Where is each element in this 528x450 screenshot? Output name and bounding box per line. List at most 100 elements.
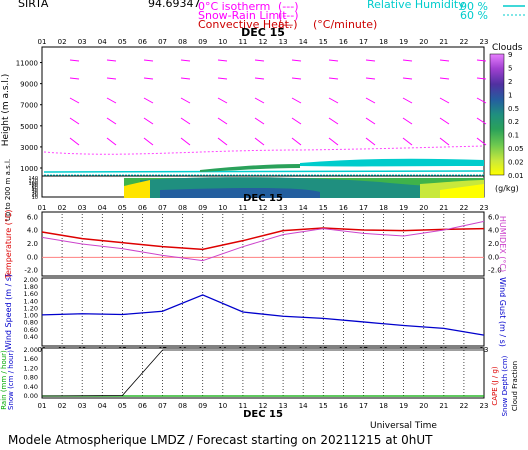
cloud-fraction-axis-label: Cloud Fraction bbox=[511, 361, 519, 411]
lower-height-tick-label: 20 bbox=[32, 193, 38, 199]
wind-tick-label: 2.00 bbox=[24, 276, 38, 284]
wind-vectors bbox=[69, 59, 487, 146]
wind-vector bbox=[291, 77, 302, 80]
colorbar-tick-label: 0.02 bbox=[508, 159, 524, 167]
hour-tick-label: 05 bbox=[118, 402, 127, 410]
wind-vector bbox=[217, 77, 228, 80]
wind-vector bbox=[143, 59, 154, 62]
hour-tick-label: 19 bbox=[399, 38, 408, 46]
hour-tick-label: 13 bbox=[279, 38, 288, 46]
humidex-tick-label: 2.0 bbox=[488, 240, 499, 248]
wind-vector bbox=[402, 97, 413, 104]
hour-tick-label: 11 bbox=[238, 204, 247, 212]
lower-height-tick-label: 60 bbox=[32, 186, 38, 192]
hour-tick-label: 16 bbox=[339, 38, 348, 46]
wind-vector bbox=[217, 117, 228, 125]
wind-vector bbox=[69, 137, 80, 146]
wind-vector bbox=[476, 77, 487, 80]
wind-vector bbox=[217, 137, 228, 146]
temperature-tick-label: 6.0 bbox=[27, 213, 38, 221]
wind-vector bbox=[439, 77, 450, 80]
lower-height-tick-label: 100 bbox=[28, 181, 38, 187]
temperature-line bbox=[41, 227, 485, 251]
wind-vector bbox=[143, 137, 154, 146]
wind-tick-label: 0.60 bbox=[24, 326, 38, 334]
lower-height-tick-label: 140 bbox=[28, 176, 38, 182]
hour-tick-label: 20 bbox=[419, 402, 428, 410]
legend-snowrain-sample: (---) bbox=[278, 9, 299, 22]
precip-grid: 0.000.400.80 1.201.602.00 bbox=[24, 346, 484, 400]
precip-tick-label: 1.60 bbox=[24, 355, 38, 363]
wind-vector bbox=[217, 97, 228, 104]
hour-tick-label: 11 bbox=[238, 38, 247, 46]
colorbar-tick-label: 0.2 bbox=[508, 118, 519, 126]
hour-tick-label: 06 bbox=[138, 402, 147, 410]
hour-tick-label: 18 bbox=[379, 38, 388, 46]
wind-vector bbox=[180, 59, 191, 62]
wind-vector bbox=[476, 117, 487, 125]
temperature-tick-label: 2.0 bbox=[27, 240, 38, 248]
hour-tick-label: 12 bbox=[259, 402, 268, 410]
legend-isotherm-label: 0°C isotherm bbox=[198, 0, 270, 13]
low-cloud-layer bbox=[124, 177, 484, 198]
hour-tick-label: 19 bbox=[399, 204, 408, 212]
wind-vector bbox=[254, 59, 265, 62]
hour-tick-label: 09 bbox=[198, 38, 207, 46]
legend-convective-label: Convective Heat. bbox=[198, 18, 292, 31]
hour-tick-label: 17 bbox=[359, 402, 368, 410]
humidex-tick-label: 6.0 bbox=[488, 213, 499, 221]
lower-height-axis-label: Up to 200 m a.s.l. bbox=[4, 159, 12, 221]
wind-tick-label: 0.40 bbox=[24, 333, 38, 341]
hour-tick-label: 09 bbox=[198, 204, 207, 212]
wind-vector bbox=[291, 97, 302, 104]
hour-tick-label: 07 bbox=[158, 204, 167, 212]
precip-tick-label: 2.00 bbox=[24, 346, 38, 354]
precip-panel bbox=[41, 347, 485, 399]
cape-line bbox=[41, 349, 484, 397]
panel2-date-label: DEC 15 bbox=[243, 193, 283, 204]
wind-tick-label: 0.80 bbox=[24, 319, 38, 327]
hour-tick-label: 10 bbox=[218, 402, 227, 410]
wind-vector bbox=[106, 117, 117, 125]
header-legend-left: 0°C isotherm (---) Snow-Rain Limit (---)… bbox=[198, 0, 377, 31]
wind-vector bbox=[402, 77, 413, 80]
wind-vector bbox=[180, 77, 191, 80]
wind-vector bbox=[365, 59, 376, 62]
hour-tick-label: 01 bbox=[38, 204, 47, 212]
colorbar-tick-label: 9 bbox=[508, 51, 512, 59]
height-tick-label: 3000 bbox=[20, 144, 38, 152]
hour-tick-label: 08 bbox=[178, 402, 187, 410]
lower-height-tick-label: 30 bbox=[32, 190, 38, 196]
humidex-tick-label: 4.0 bbox=[488, 227, 499, 235]
hour-tick-label: 17 bbox=[359, 38, 368, 46]
hour-tick-label: 04 bbox=[98, 204, 107, 212]
hour-tick-label: 22 bbox=[459, 204, 468, 212]
hour-tick-label: 22 bbox=[459, 38, 468, 46]
colorbar-tick-label: 0.5 bbox=[508, 105, 519, 113]
height-tick-label: 11000 bbox=[16, 60, 38, 68]
humidex-tick-label: 0.0 bbox=[488, 253, 499, 261]
hour-tick-label: 23 bbox=[480, 204, 489, 212]
wind-tick-label: 1.00 bbox=[24, 312, 38, 320]
hour-tick-label: 05 bbox=[118, 38, 127, 46]
colorbar-tick-label: 0.01 bbox=[508, 172, 524, 180]
wind-tick-label: 1.20 bbox=[24, 304, 38, 312]
wind-series bbox=[41, 294, 485, 336]
hour-tick-label: 01 bbox=[38, 38, 47, 46]
hour-tick-label: 02 bbox=[58, 204, 67, 212]
temperature-tick-label: 0.0 bbox=[27, 253, 38, 261]
hour-tick-label: 03 bbox=[78, 402, 87, 410]
wind-vector bbox=[476, 137, 487, 146]
colorbar-tick-label: 2 bbox=[508, 78, 512, 86]
wind-vector bbox=[69, 97, 80, 104]
humidex-axis-label: HUMIDEX (°C) bbox=[498, 216, 507, 272]
hour-tick-label: 03 bbox=[78, 204, 87, 212]
lower-height-tick-label: 40 bbox=[32, 188, 38, 194]
site-coords: 94.69347 bbox=[148, 0, 201, 10]
lower-height-tick-label: 80 bbox=[32, 183, 38, 189]
hour-tick-label: 16 bbox=[339, 204, 348, 212]
hour-tick-label: 14 bbox=[299, 204, 308, 212]
panel1-date-label: DEC 15 bbox=[241, 26, 285, 39]
hour-tick-label: 21 bbox=[439, 204, 448, 212]
